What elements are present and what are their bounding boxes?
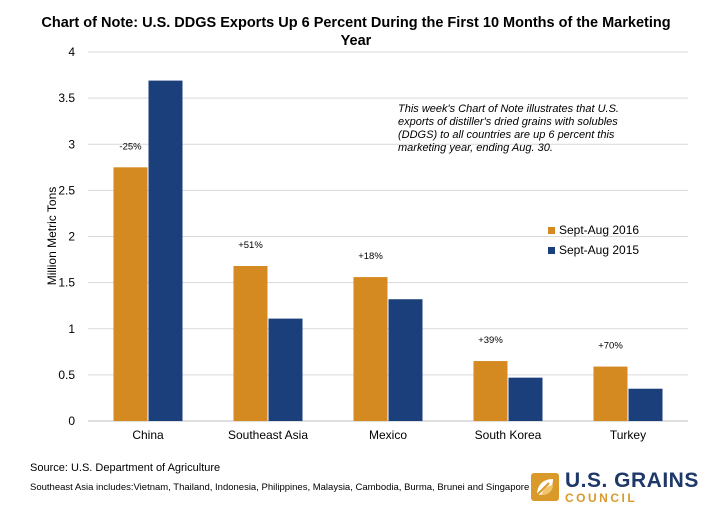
x-tick-labels: China Southeast Asia Mexico South Korea Turk… (132, 428, 646, 442)
y-tick-label: 1.5 (58, 276, 75, 290)
legend-label-2015: Sept-Aug 2015 (559, 243, 640, 257)
x-tick-label: Mexico (369, 428, 407, 442)
legend-swatch-2015 (548, 246, 555, 254)
footer: Source: U.S. Department of Agriculture S… (30, 462, 529, 493)
bar-2016 (353, 277, 388, 421)
gridlines (88, 51, 688, 422)
legend-swatch-2016 (548, 226, 555, 234)
change-label: +51% (238, 240, 263, 251)
logo-line-1: U.S. GRAINS (565, 469, 699, 492)
x-tick-label: Turkey (610, 428, 646, 442)
y-tick-label: 3 (68, 137, 75, 151)
legend-item-2016: Sept-Aug 2016 (548, 220, 639, 240)
bar-2015 (508, 377, 543, 421)
bar-2016 (113, 167, 148, 421)
bar-2015 (268, 318, 303, 421)
y-tick-label: 3.5 (58, 91, 75, 105)
y-tick-label: 2 (68, 230, 75, 244)
logo-line-2: COUNCIL (565, 491, 638, 505)
bar-2015 (148, 80, 183, 421)
legend-item-2015: Sept-Aug 2015 (548, 240, 639, 260)
y-tick-label: 4 (68, 45, 75, 59)
grain-leaf-icon (531, 473, 559, 501)
bar-2016 (593, 366, 628, 421)
y-axis-label: Million Metric Tons (45, 187, 59, 285)
y-tick-label: 1 (68, 322, 75, 336)
y-tick-label: 2.5 (58, 183, 75, 197)
change-labels: -25% +51% +18% +39% +70% (119, 141, 623, 351)
bar-2015 (388, 299, 423, 421)
x-tick-label: Southeast Asia (228, 428, 308, 442)
x-tick-label: China (132, 428, 164, 442)
change-label: +18% (358, 251, 383, 262)
y-tick-label: 0.5 (58, 368, 75, 382)
source-note: Source: U.S. Department of Agriculture (30, 462, 221, 474)
bar-2016 (233, 266, 268, 421)
annotation-text: This week's Chart of Note illustrates th… (398, 103, 619, 154)
bar-2015 (628, 388, 663, 421)
change-label: +39% (478, 335, 503, 346)
x-tick-label: South Korea (475, 428, 542, 442)
y-tick-labels: 0 0.5 1 1.5 2 2.5 3 3.5 4 (58, 45, 75, 428)
chart-title: Chart of Note: U.S. DDGS Exports Up 6 Pe… (41, 15, 671, 49)
legend-label-2016: Sept-Aug 2016 (559, 223, 640, 237)
y-tick-label: 0 (68, 414, 75, 428)
region-note: Southeast Asia includes:Vietnam, Thailan… (30, 482, 530, 493)
legend: Sept-Aug 2016 Sept-Aug 2015 (548, 220, 639, 260)
bars (113, 80, 663, 421)
change-label: -25% (119, 141, 142, 152)
bar-2016 (473, 361, 508, 421)
change-label: +70% (598, 341, 623, 352)
us-grains-council-logo: U.S. GRAINS COUNCIL (531, 470, 699, 504)
